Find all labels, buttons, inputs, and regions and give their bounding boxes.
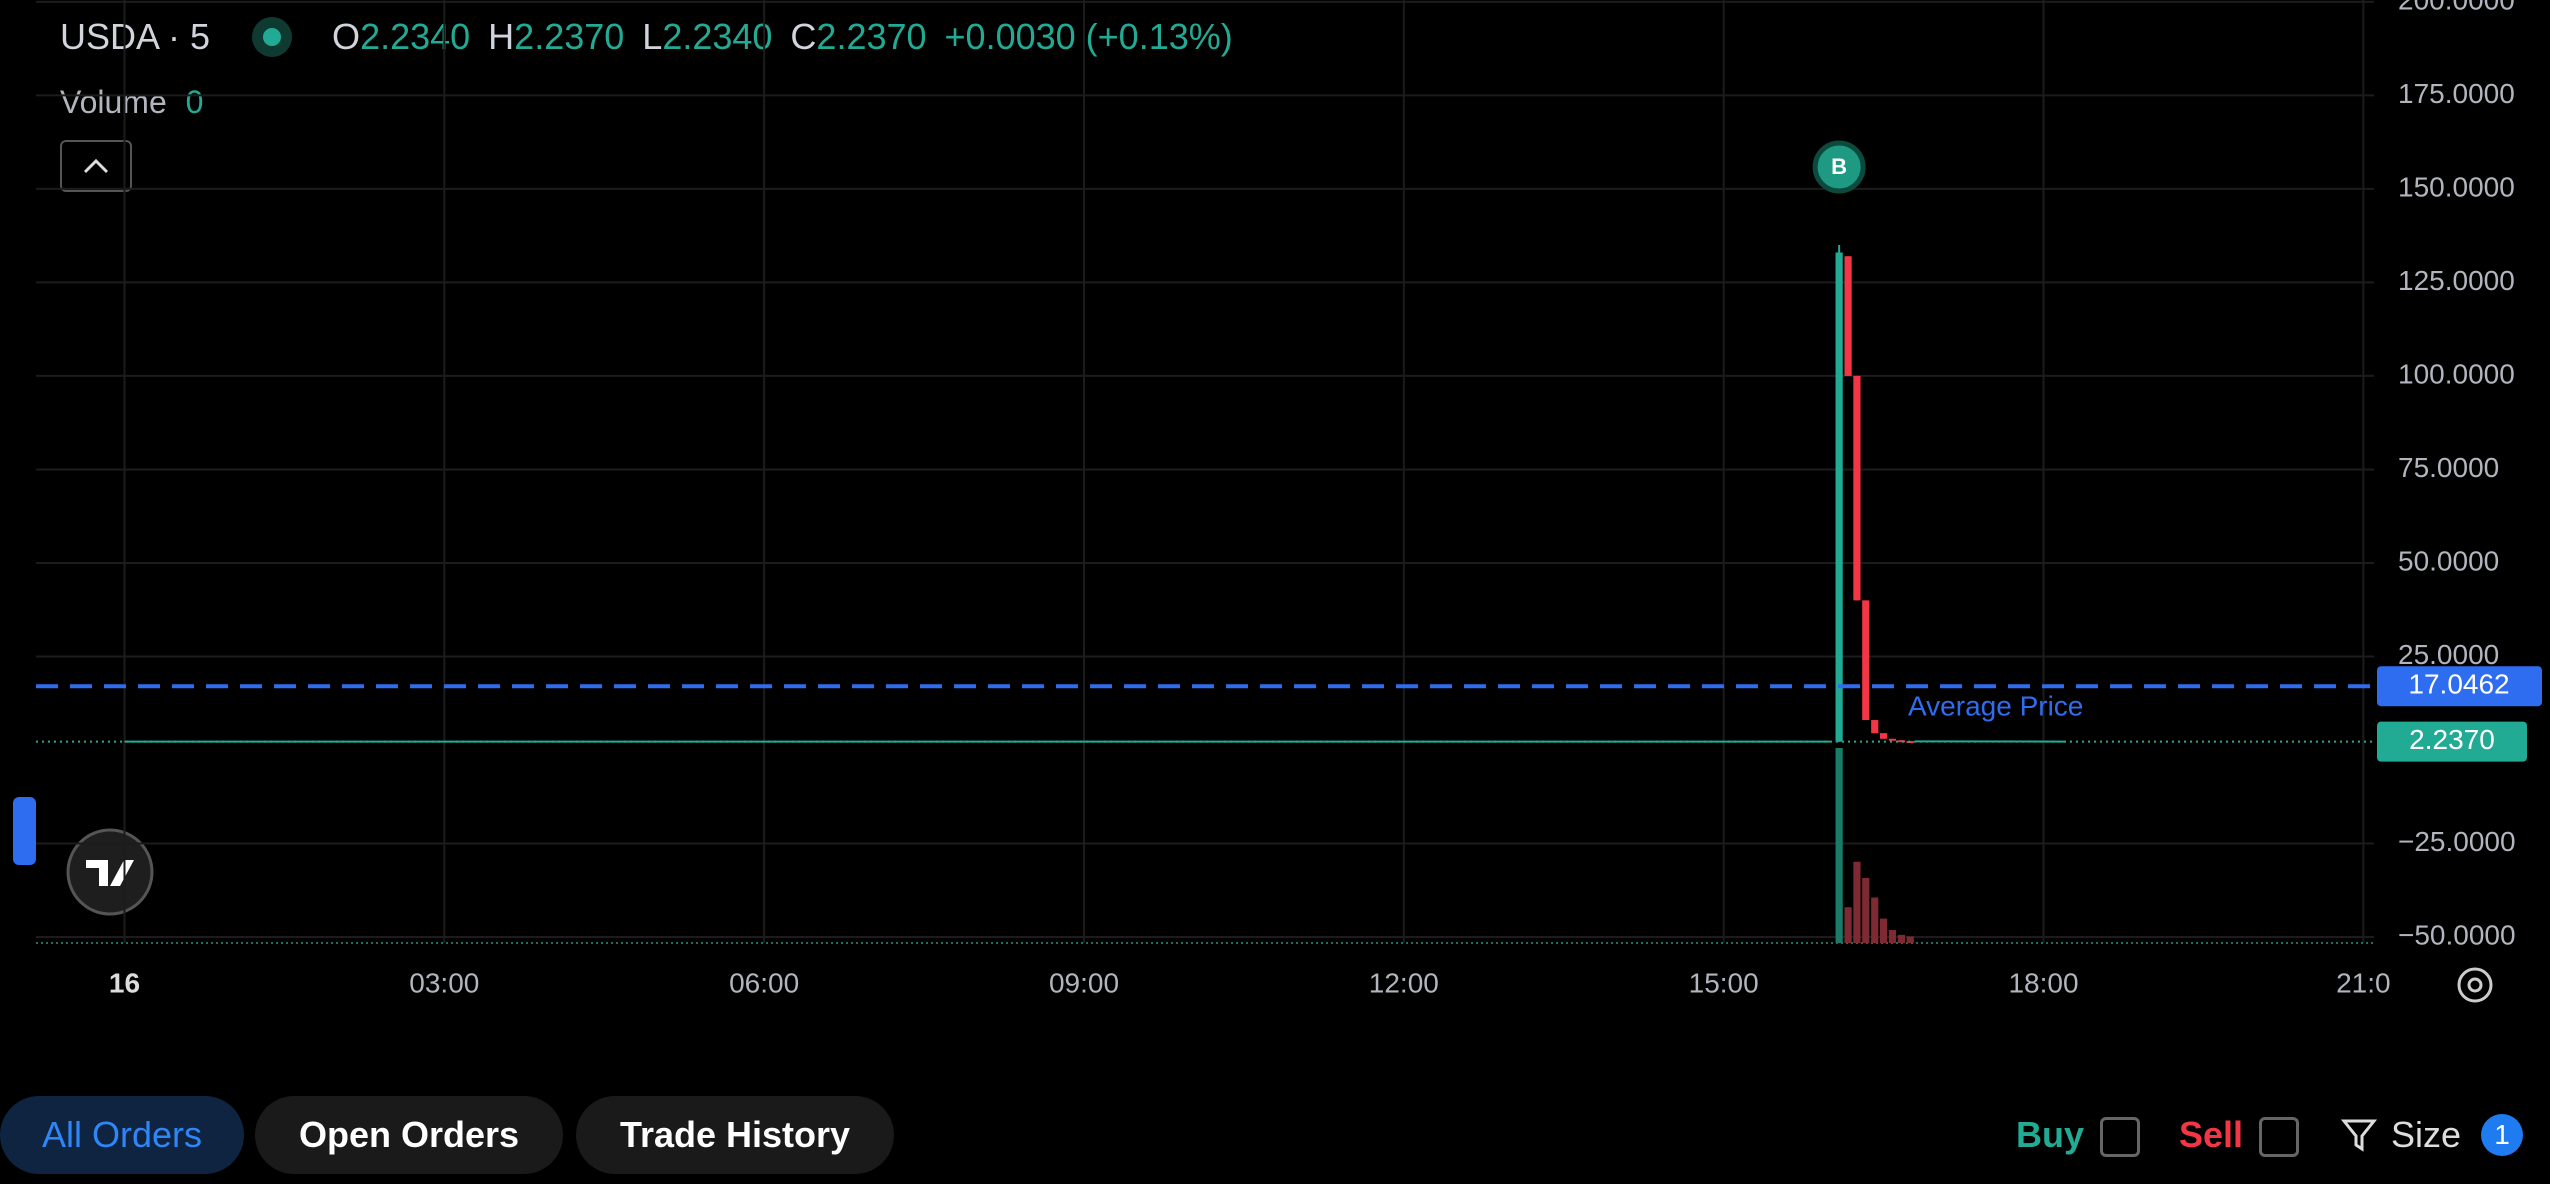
volume-bar bbox=[1835, 748, 1843, 943]
chevron bbox=[83, 158, 109, 174]
candle-body bbox=[1844, 256, 1852, 376]
sell-filter[interactable]: Sell bbox=[2179, 1114, 2300, 1158]
settings-icon[interactable] bbox=[2457, 967, 2493, 1003]
candle-body bbox=[1871, 720, 1879, 734]
chart: 200.0000 175.0000 150.0000 125.0000 100.0000… bbox=[13, 0, 2542, 1003]
volume-legend: Volume 0 bbox=[60, 84, 203, 121]
y-tick-label: 50.0000 bbox=[2398, 545, 2499, 576]
ohlc-label: C bbox=[790, 16, 817, 57]
y-tick-label: −25.0000 bbox=[2398, 826, 2516, 857]
x-tick-label: 09:00 bbox=[1049, 967, 1119, 998]
x-tick-label: 03:00 bbox=[409, 967, 479, 998]
average-price-box bbox=[2377, 666, 2542, 707]
x-tick-label: 18:00 bbox=[2008, 967, 2078, 998]
volume-value: 0 bbox=[185, 84, 204, 120]
y-tick-label: 25.0000 bbox=[2398, 639, 2499, 670]
ohlc-value: 2.2370 bbox=[816, 16, 927, 57]
volume-bar bbox=[1906, 936, 1914, 943]
y-tick-label: 200.0000 bbox=[2398, 0, 2515, 15]
ohlc-value: 2.2340 bbox=[662, 16, 773, 57]
last-price-box bbox=[2377, 721, 2527, 762]
buy-label: Buy bbox=[2016, 1114, 2085, 1155]
size-badge: 1 bbox=[2481, 1114, 2524, 1156]
volume-bar bbox=[1897, 934, 1905, 943]
candle-body bbox=[1853, 375, 1861, 601]
volume-bar bbox=[1888, 930, 1897, 943]
sell-label: Sell bbox=[2179, 1114, 2244, 1155]
volume-bar bbox=[1853, 861, 1861, 943]
ohlc-item: C2.2370 bbox=[790, 16, 926, 58]
candle-body bbox=[1862, 600, 1870, 721]
filter-icon bbox=[2341, 1119, 2377, 1152]
y-tick-label: 75.0000 bbox=[2398, 452, 2499, 483]
header: USDA · 5 O2.2340 H2.2370 L2.2340 C2.2370 +0… bbox=[60, 16, 1233, 58]
x-tick-label: 21:0 bbox=[2336, 967, 2391, 998]
y-tick-label: 100.0000 bbox=[2398, 358, 2515, 389]
average-price-value: 17.0462 bbox=[2408, 669, 2509, 700]
ohlc-value: 2.2340 bbox=[360, 16, 471, 57]
buy-marker bbox=[1812, 140, 1866, 194]
buy-filter[interactable]: Buy bbox=[2016, 1114, 2141, 1158]
size-label: Size bbox=[2391, 1114, 2462, 1155]
volume-bar bbox=[1862, 878, 1870, 943]
tab[interactable]: All Orders bbox=[0, 1096, 244, 1174]
y-tick-label: −50.0000 bbox=[2398, 919, 2516, 950]
buy-marker-label: B bbox=[1831, 154, 1847, 179]
volume-label: Volume bbox=[60, 84, 167, 120]
ohlc-item: O2.2340 bbox=[332, 16, 470, 58]
symbol[interactable]: USDA · 5 bbox=[60, 16, 211, 57]
volume-bar bbox=[1879, 918, 1888, 943]
y-tick-label: 150.0000 bbox=[2398, 171, 2515, 202]
size-filter[interactable]: Size 1 bbox=[2341, 1114, 2524, 1156]
average-price-label: Average Price bbox=[1908, 691, 2083, 722]
y-tick-label: 175.0000 bbox=[2398, 78, 2515, 109]
tab[interactable]: Trade History bbox=[576, 1096, 894, 1174]
x-tick-label: 12:00 bbox=[1369, 967, 1439, 998]
x-tick-label: 16 bbox=[109, 967, 140, 998]
toolbar: All Orders Open Orders Trade History Buy… bbox=[0, 1096, 2550, 1174]
tab[interactable]: Open Orders bbox=[255, 1096, 563, 1174]
tv-logo bbox=[66, 828, 154, 916]
x-tick-label: 15:00 bbox=[1689, 967, 1759, 998]
plot bbox=[36, 0, 2374, 943]
ohlc-label: O bbox=[332, 16, 361, 57]
volume-bar bbox=[1871, 897, 1879, 943]
ohlc-label: H bbox=[488, 16, 515, 57]
side-tab[interactable] bbox=[13, 797, 36, 865]
status-dot bbox=[252, 17, 293, 57]
collapse-button[interactable] bbox=[60, 140, 132, 192]
candle-body bbox=[1879, 733, 1888, 739]
volume-bar bbox=[1844, 907, 1852, 943]
x-tick-label: 06:00 bbox=[729, 967, 799, 998]
candle-body bbox=[1897, 740, 1905, 743]
change: +0.0030 (+0.13%) bbox=[944, 16, 1233, 57]
candle-body bbox=[1835, 252, 1843, 742]
ohlc-item: L2.2340 bbox=[642, 16, 772, 58]
candle-body bbox=[1888, 738, 1897, 741]
ohlc-value: 2.2370 bbox=[514, 16, 625, 57]
candle-body bbox=[1906, 741, 1914, 744]
ohlc-label: L bbox=[642, 16, 663, 57]
ohlc: O2.2340 H2.2370 L2.2340 C2.2370 bbox=[332, 16, 926, 58]
last-price-value: 2.2370 bbox=[2409, 724, 2495, 755]
ohlc-item: H2.2370 bbox=[488, 16, 624, 58]
y-tick-label: 125.0000 bbox=[2398, 265, 2515, 296]
